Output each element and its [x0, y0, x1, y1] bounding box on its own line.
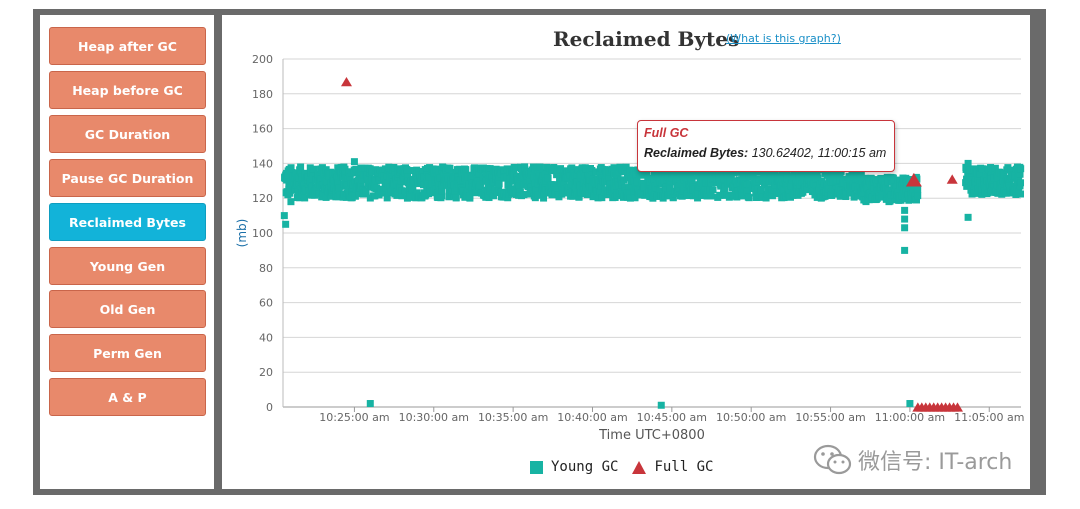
- sidebar-item-young-gen[interactable]: Young Gen: [49, 247, 206, 285]
- legend-item-young-gc[interactable]: Young GC: [530, 459, 618, 475]
- sidebar-item-gc-duration[interactable]: GC Duration: [49, 115, 206, 153]
- legend-item-full-gc[interactable]: Full GC: [632, 459, 713, 475]
- chart-legend: Young GC Full GC: [530, 459, 727, 475]
- full-gc-swatch-icon: [632, 460, 647, 474]
- sidebar-item-perm-gen[interactable]: Perm Gen: [49, 334, 206, 372]
- sidebar-item-pause-gc-duration[interactable]: Pause GC Duration: [49, 159, 206, 197]
- tooltip-title: Full GC: [644, 126, 689, 140]
- legend-full-gc-label: Full GC: [654, 459, 714, 475]
- what-is-this-graph-link[interactable]: (What is this graph?): [726, 32, 841, 45]
- data-tooltip: Full GC Reclaimed Bytes: 130.62402, 11:0…: [637, 120, 895, 172]
- sidebar-item-reclaimed-bytes[interactable]: Reclaimed Bytes: [49, 203, 206, 241]
- sidebar-item-heap-after-gc[interactable]: Heap after GC: [49, 27, 206, 65]
- sidebar-item-heap-before-gc[interactable]: Heap before GC: [49, 71, 206, 109]
- legend-young-gc-label: Young GC: [551, 459, 619, 475]
- chart-panel: [222, 15, 1030, 489]
- watermark-text: 微信号: IT-arch: [858, 450, 1013, 475]
- sidebar-item-a-and-p[interactable]: A & P: [49, 378, 206, 416]
- tooltip-label: Reclaimed Bytes:: [644, 146, 749, 160]
- wechat-icon: [813, 444, 852, 475]
- tooltip-line: Reclaimed Bytes: 130.62402, 11:00:15 am: [644, 146, 888, 160]
- watermark: 微信号: IT-arch: [812, 443, 1012, 477]
- sidebar-item-old-gen[interactable]: Old Gen: [49, 290, 206, 328]
- sidebar: Heap after GC Heap before GC GC Duration…: [40, 15, 214, 489]
- tooltip-value: 130.62402, 11:00:15 am: [751, 146, 887, 160]
- young-gc-swatch-icon: [530, 460, 543, 474]
- chart-title: Reclaimed Bytes: [553, 27, 740, 51]
